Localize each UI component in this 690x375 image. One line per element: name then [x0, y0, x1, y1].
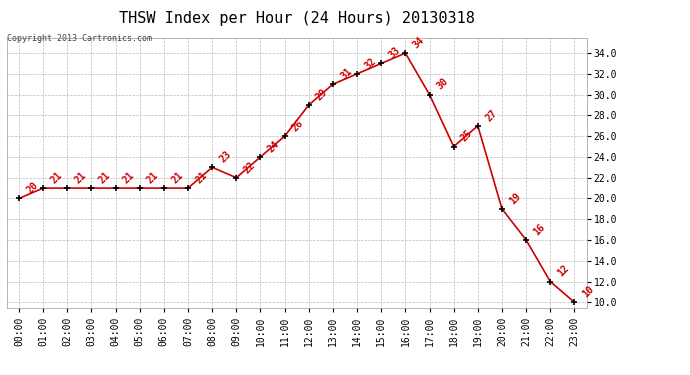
Text: 16: 16 [532, 222, 547, 237]
Text: 34: 34 [411, 35, 426, 50]
Text: 25: 25 [460, 128, 475, 144]
Text: 29: 29 [315, 87, 330, 102]
Text: THSW Index per Hour (24 Hours) 20130318: THSW Index per Hour (24 Hours) 20130318 [119, 11, 475, 26]
Text: 21: 21 [170, 170, 185, 185]
Text: 19: 19 [508, 191, 523, 206]
Text: 12: 12 [556, 263, 571, 279]
Text: 24: 24 [266, 139, 282, 154]
Text: 21: 21 [49, 170, 64, 185]
Text: 22: 22 [242, 159, 257, 175]
Text: 10: 10 [580, 284, 595, 300]
Text: Copyright 2013 Cartronics.com: Copyright 2013 Cartronics.com [7, 34, 152, 43]
Text: 30: 30 [435, 76, 451, 92]
Text: 21: 21 [194, 170, 209, 185]
Text: 26: 26 [290, 118, 306, 134]
Text: 27: 27 [484, 108, 499, 123]
Text: 23: 23 [218, 149, 233, 165]
Text: THSW  (°F): THSW (°F) [605, 23, 664, 33]
Text: 33: 33 [387, 45, 402, 61]
Text: 21: 21 [97, 170, 112, 185]
Text: 20: 20 [25, 180, 40, 196]
Text: 21: 21 [146, 170, 161, 185]
Text: 21: 21 [73, 170, 88, 185]
Text: 32: 32 [363, 56, 378, 71]
Text: 21: 21 [121, 170, 137, 185]
Text: 31: 31 [339, 66, 354, 81]
